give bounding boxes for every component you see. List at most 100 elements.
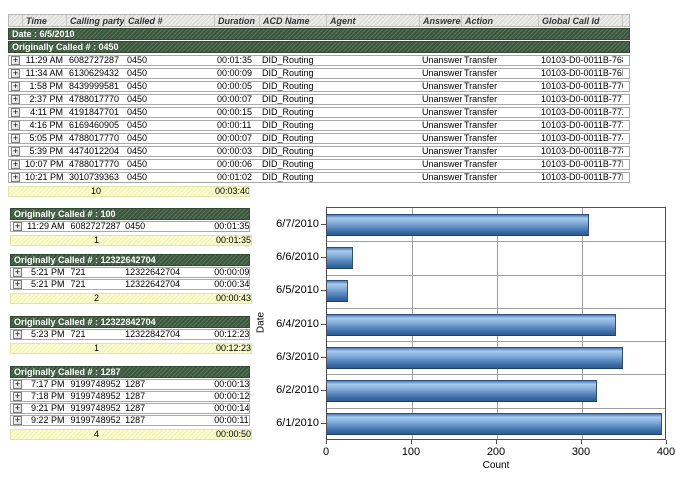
cell-calling: 9199748952 bbox=[70, 404, 121, 413]
summary-spacer bbox=[124, 294, 214, 303]
column-header-calling-party-: Calling party # bbox=[67, 15, 125, 26]
cell-acd: DID_Routing bbox=[262, 82, 314, 91]
group-header: Originally Called # : 12322642704 bbox=[10, 254, 250, 266]
cell-acd: DID_Routing bbox=[262, 95, 314, 104]
cell-acd: DID_Routing bbox=[262, 147, 314, 156]
group-summary-row: 2 00:00:43 bbox=[10, 293, 252, 304]
cell-answered: Unanswered bbox=[422, 147, 462, 156]
cell-agent bbox=[327, 173, 420, 182]
table-row: +5:21 PM 721 12322642704 00:00:34 bbox=[10, 279, 250, 290]
expand-icon[interactable]: + bbox=[11, 108, 20, 117]
cell-global_id: 10103-D0-0011B-77E bbox=[541, 160, 623, 169]
expand-icon[interactable]: + bbox=[11, 69, 20, 78]
gridline-horizontal bbox=[327, 241, 665, 242]
expand-icon[interactable]: + bbox=[11, 147, 20, 156]
expand-icon[interactable]: + bbox=[11, 134, 20, 143]
table-row: +11:29 AM 6082727287 0450 00:01:35 bbox=[10, 221, 250, 232]
expand-icon[interactable]: + bbox=[11, 160, 20, 169]
date-group-label: Date : 6/5/2010 bbox=[12, 29, 75, 39]
cell-time: 5:23 PM bbox=[31, 330, 65, 339]
expand-icon[interactable]: + bbox=[13, 380, 22, 389]
table-rows: +11:29 AM 6082727287 0450 00:01:35 DID_Routi… bbox=[8, 55, 630, 183]
summary-count: 1 bbox=[93, 344, 99, 353]
summary-spacer bbox=[11, 430, 69, 439]
cell-calling: 3010739363 bbox=[69, 173, 120, 182]
cell-time: 9:22 PM bbox=[31, 416, 65, 425]
cell-time: 7:18 PM bbox=[31, 392, 65, 401]
summary-total-duration: 00:12:23 bbox=[216, 344, 251, 353]
cell-time: 7:17 PM bbox=[31, 380, 65, 389]
cell-expand: + bbox=[9, 69, 23, 78]
cell-calling: 721 bbox=[70, 330, 86, 339]
cell-called: 1287 bbox=[125, 416, 146, 425]
column-header-agent: Agent bbox=[327, 15, 420, 26]
x-tick-label: 200 bbox=[486, 446, 506, 458]
cell-time: 9:21 PM bbox=[31, 404, 65, 413]
cell-calling: 6082727287 bbox=[70, 222, 121, 231]
cell-action: Transfer bbox=[464, 56, 498, 65]
expand-icon[interactable]: + bbox=[11, 95, 20, 104]
chart-bar bbox=[327, 247, 353, 269]
expand-icon[interactable]: + bbox=[13, 268, 22, 277]
cell-action: Transfer bbox=[464, 69, 498, 78]
cell-duration: 00:00:09 bbox=[217, 69, 253, 78]
group-header: Originally Called # : 100 bbox=[10, 208, 250, 220]
cell-calling: 6082727287 bbox=[69, 56, 120, 65]
cell-expand: + bbox=[11, 380, 25, 389]
table-row: +7:17 PM 9199748952 1287 00:00:13 bbox=[10, 379, 250, 390]
cell-duration: 00:00:06 bbox=[217, 160, 253, 169]
expand-icon[interactable]: + bbox=[11, 173, 20, 182]
cell-called: 1287 bbox=[125, 404, 146, 413]
cell-expand: + bbox=[11, 280, 25, 289]
cell-duration: 00:00:13 bbox=[214, 380, 249, 389]
date-group-header: Date : 6/5/2010 bbox=[8, 28, 630, 40]
cell-agent bbox=[327, 108, 420, 117]
group-title: Originally Called # : 12322642704 bbox=[14, 255, 156, 265]
chart-bar bbox=[327, 413, 662, 435]
cell-action: Transfer bbox=[464, 173, 498, 182]
cell-time: 5:39 PM bbox=[29, 147, 63, 156]
group-header-0450: Originally Called # : 0450 bbox=[8, 41, 630, 53]
side-group-table: Originally Called # : 1287 +7:17 PM 919974… bbox=[10, 365, 252, 440]
cell-time: 2:37 PM bbox=[29, 95, 63, 104]
table-row: +2:37 PM 4788017770 0450 00:00:07 DID_Routin… bbox=[8, 94, 630, 105]
expand-icon[interactable]: + bbox=[13, 404, 22, 413]
expand-icon[interactable]: + bbox=[13, 416, 22, 425]
chart-bar bbox=[327, 314, 616, 336]
column-header-time: Time bbox=[23, 15, 67, 26]
cell-duration: 00:00:15 bbox=[217, 108, 253, 117]
summary-spacer bbox=[124, 236, 214, 245]
cell-answered: Unanswered bbox=[422, 160, 462, 169]
cell-duration: 00:00:14 bbox=[214, 404, 249, 413]
y-tick-label: 6/6/2010 bbox=[276, 251, 319, 263]
y-tick-mark bbox=[321, 423, 326, 424]
cell-global_id: 10103-D0-0011B-772 bbox=[541, 108, 623, 117]
expand-icon[interactable]: + bbox=[11, 82, 20, 91]
summary-spacer bbox=[124, 344, 214, 353]
calls-per-day-chart: Date 6/7/2010 6/6/2010 6/5/2010 6/4/2010 6/3… bbox=[250, 198, 676, 485]
cell-duration: 00:01:02 bbox=[217, 173, 253, 182]
expand-icon[interactable]: + bbox=[13, 330, 22, 339]
group-header: Originally Called # : 12322842704 bbox=[10, 316, 250, 328]
cell-called: 12322842704 bbox=[125, 330, 181, 339]
cell-called: 0450 bbox=[127, 95, 148, 104]
cell-duration: 00:12:23 bbox=[214, 330, 249, 339]
chart-bar bbox=[327, 280, 348, 302]
cell-called: 0450 bbox=[127, 56, 148, 65]
y-tick-label: 6/5/2010 bbox=[276, 284, 319, 296]
expand-icon[interactable]: + bbox=[13, 392, 22, 401]
cell-agent bbox=[327, 121, 420, 130]
expand-icon[interactable]: + bbox=[13, 222, 22, 231]
expand-icon[interactable]: + bbox=[13, 280, 22, 289]
x-tick-label: 300 bbox=[571, 446, 591, 458]
expand-icon[interactable]: + bbox=[11, 56, 20, 65]
cell-agent bbox=[327, 160, 420, 169]
cell-action: Transfer bbox=[464, 82, 498, 91]
y-tick-mark bbox=[321, 324, 326, 325]
cell-duration: 00:00:12 bbox=[214, 392, 249, 401]
summary-count: 4 bbox=[93, 430, 99, 439]
cell-time: 11:29 AM bbox=[27, 222, 65, 231]
expand-icon[interactable]: + bbox=[11, 121, 20, 130]
